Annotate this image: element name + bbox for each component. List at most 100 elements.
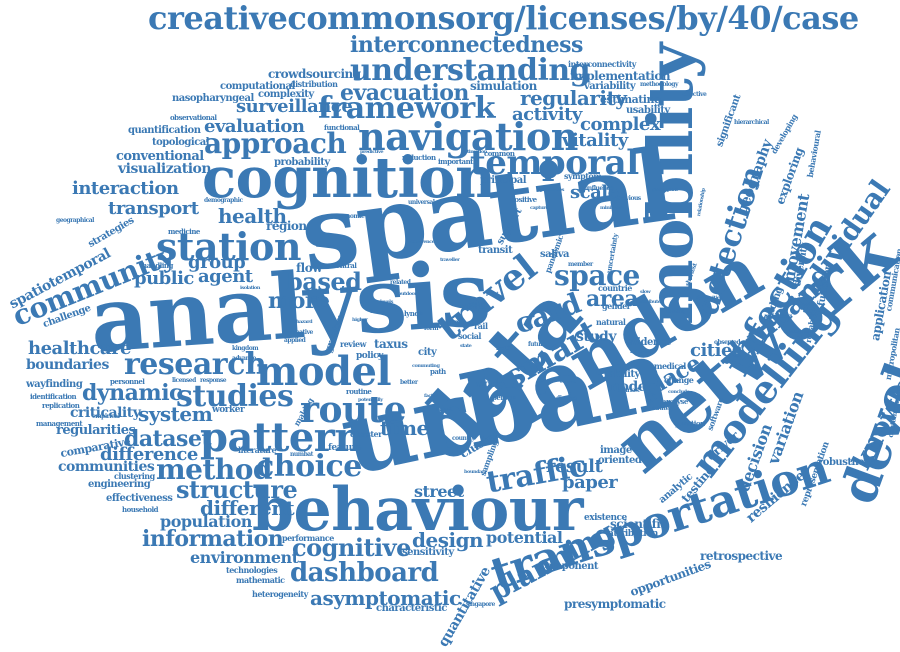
word: location <box>316 244 335 249</box>
word: conclude <box>668 390 689 395</box>
word: properties <box>540 188 564 193</box>
word: boundaries <box>26 358 109 372</box>
word: more <box>268 290 330 312</box>
word: creative <box>290 330 313 336</box>
word: person <box>492 394 516 401</box>
word: engineering <box>88 480 150 490</box>
word: taxus <box>374 338 407 350</box>
word: future <box>528 342 546 348</box>
word: feature <box>328 444 361 453</box>
word: theory <box>370 310 385 315</box>
word: reduction <box>402 154 436 161</box>
word: personnel <box>110 378 144 385</box>
word: city <box>418 348 436 358</box>
word: handling <box>142 262 173 269</box>
word: singapore <box>466 602 495 608</box>
word: licensed <box>172 378 196 384</box>
word: presymptomatic <box>564 598 666 610</box>
word: interaction <box>72 180 179 198</box>
word: insight <box>436 408 452 413</box>
word: kingdom <box>232 346 258 352</box>
word: better <box>400 380 418 386</box>
word: street <box>414 484 464 500</box>
word: effectiveness <box>106 494 172 504</box>
word: probability <box>274 158 330 168</box>
word: predictive <box>360 150 383 155</box>
word: occurrence <box>408 240 434 245</box>
word: simulation <box>470 80 537 92</box>
word: sar <box>470 300 482 308</box>
word: household <box>122 506 158 513</box>
word: analyse <box>662 398 688 405</box>
word: observational <box>170 114 217 121</box>
word: lynch <box>404 310 423 317</box>
word: member <box>568 262 593 268</box>
word: wayfinding <box>26 380 82 390</box>
word: rail <box>474 322 487 330</box>
word: state <box>460 344 471 349</box>
word: principal <box>480 176 526 186</box>
word: attribute <box>640 300 661 305</box>
word-license-url: creativecommonsorg/licenses/by/40/case <box>148 2 859 34</box>
word: form <box>424 326 438 332</box>
word: management <box>36 420 82 427</box>
word: slow <box>640 290 650 295</box>
word: quantification <box>128 126 200 136</box>
word: different <box>200 498 294 518</box>
word: natural <box>596 318 625 326</box>
word: central <box>332 262 356 269</box>
word: heterogeneity <box>252 590 308 598</box>
word: conventional <box>116 150 204 163</box>
word: indicator <box>630 350 651 355</box>
word: potential <box>486 530 562 546</box>
word: market <box>618 388 639 394</box>
word: hazard <box>296 320 312 325</box>
word: factor <box>424 394 438 399</box>
word: point <box>486 292 498 297</box>
word: worker <box>212 406 244 415</box>
word: agent <box>198 268 253 286</box>
word: routine <box>346 388 371 395</box>
word: scientific <box>610 518 667 530</box>
word: nasopharyngeal <box>172 94 254 104</box>
word: topological <box>152 138 209 148</box>
word: change <box>664 376 693 384</box>
word: environment <box>190 550 299 566</box>
word: vitality <box>562 132 628 150</box>
word: visualization <box>118 162 211 176</box>
word: junction <box>676 420 705 427</box>
word: previous <box>616 196 641 202</box>
word: robustness <box>818 458 874 468</box>
word: performance <box>282 534 334 542</box>
word: activity <box>512 106 582 124</box>
word: ability <box>608 370 640 380</box>
word: attribution <box>608 530 658 539</box>
word: study <box>576 330 616 344</box>
word: commuting <box>412 364 439 369</box>
word: evidence <box>626 338 671 348</box>
word: estimating <box>600 94 661 105</box>
word: transport <box>108 200 199 218</box>
word: information <box>142 528 283 550</box>
word: potentially <box>358 398 383 403</box>
word: distribution <box>290 80 337 88</box>
word: region <box>266 220 307 232</box>
word: transit <box>478 246 512 256</box>
word: public <box>134 270 194 288</box>
word: characteristic <box>376 604 447 614</box>
word: review <box>340 340 366 348</box>
word: common <box>484 150 515 157</box>
word: variability <box>584 82 635 92</box>
word: component <box>540 562 598 572</box>
word: flow <box>296 262 322 274</box>
word: disaster <box>350 430 382 438</box>
word: influence <box>586 186 613 192</box>
word: participant <box>652 188 678 193</box>
word: empirical <box>92 414 119 420</box>
word: dashboard <box>290 560 438 586</box>
word: path <box>430 368 446 375</box>
word: strategic <box>652 406 677 412</box>
word: capture <box>530 206 548 211</box>
word: universal <box>408 200 435 206</box>
word: hierarchical <box>734 120 769 126</box>
